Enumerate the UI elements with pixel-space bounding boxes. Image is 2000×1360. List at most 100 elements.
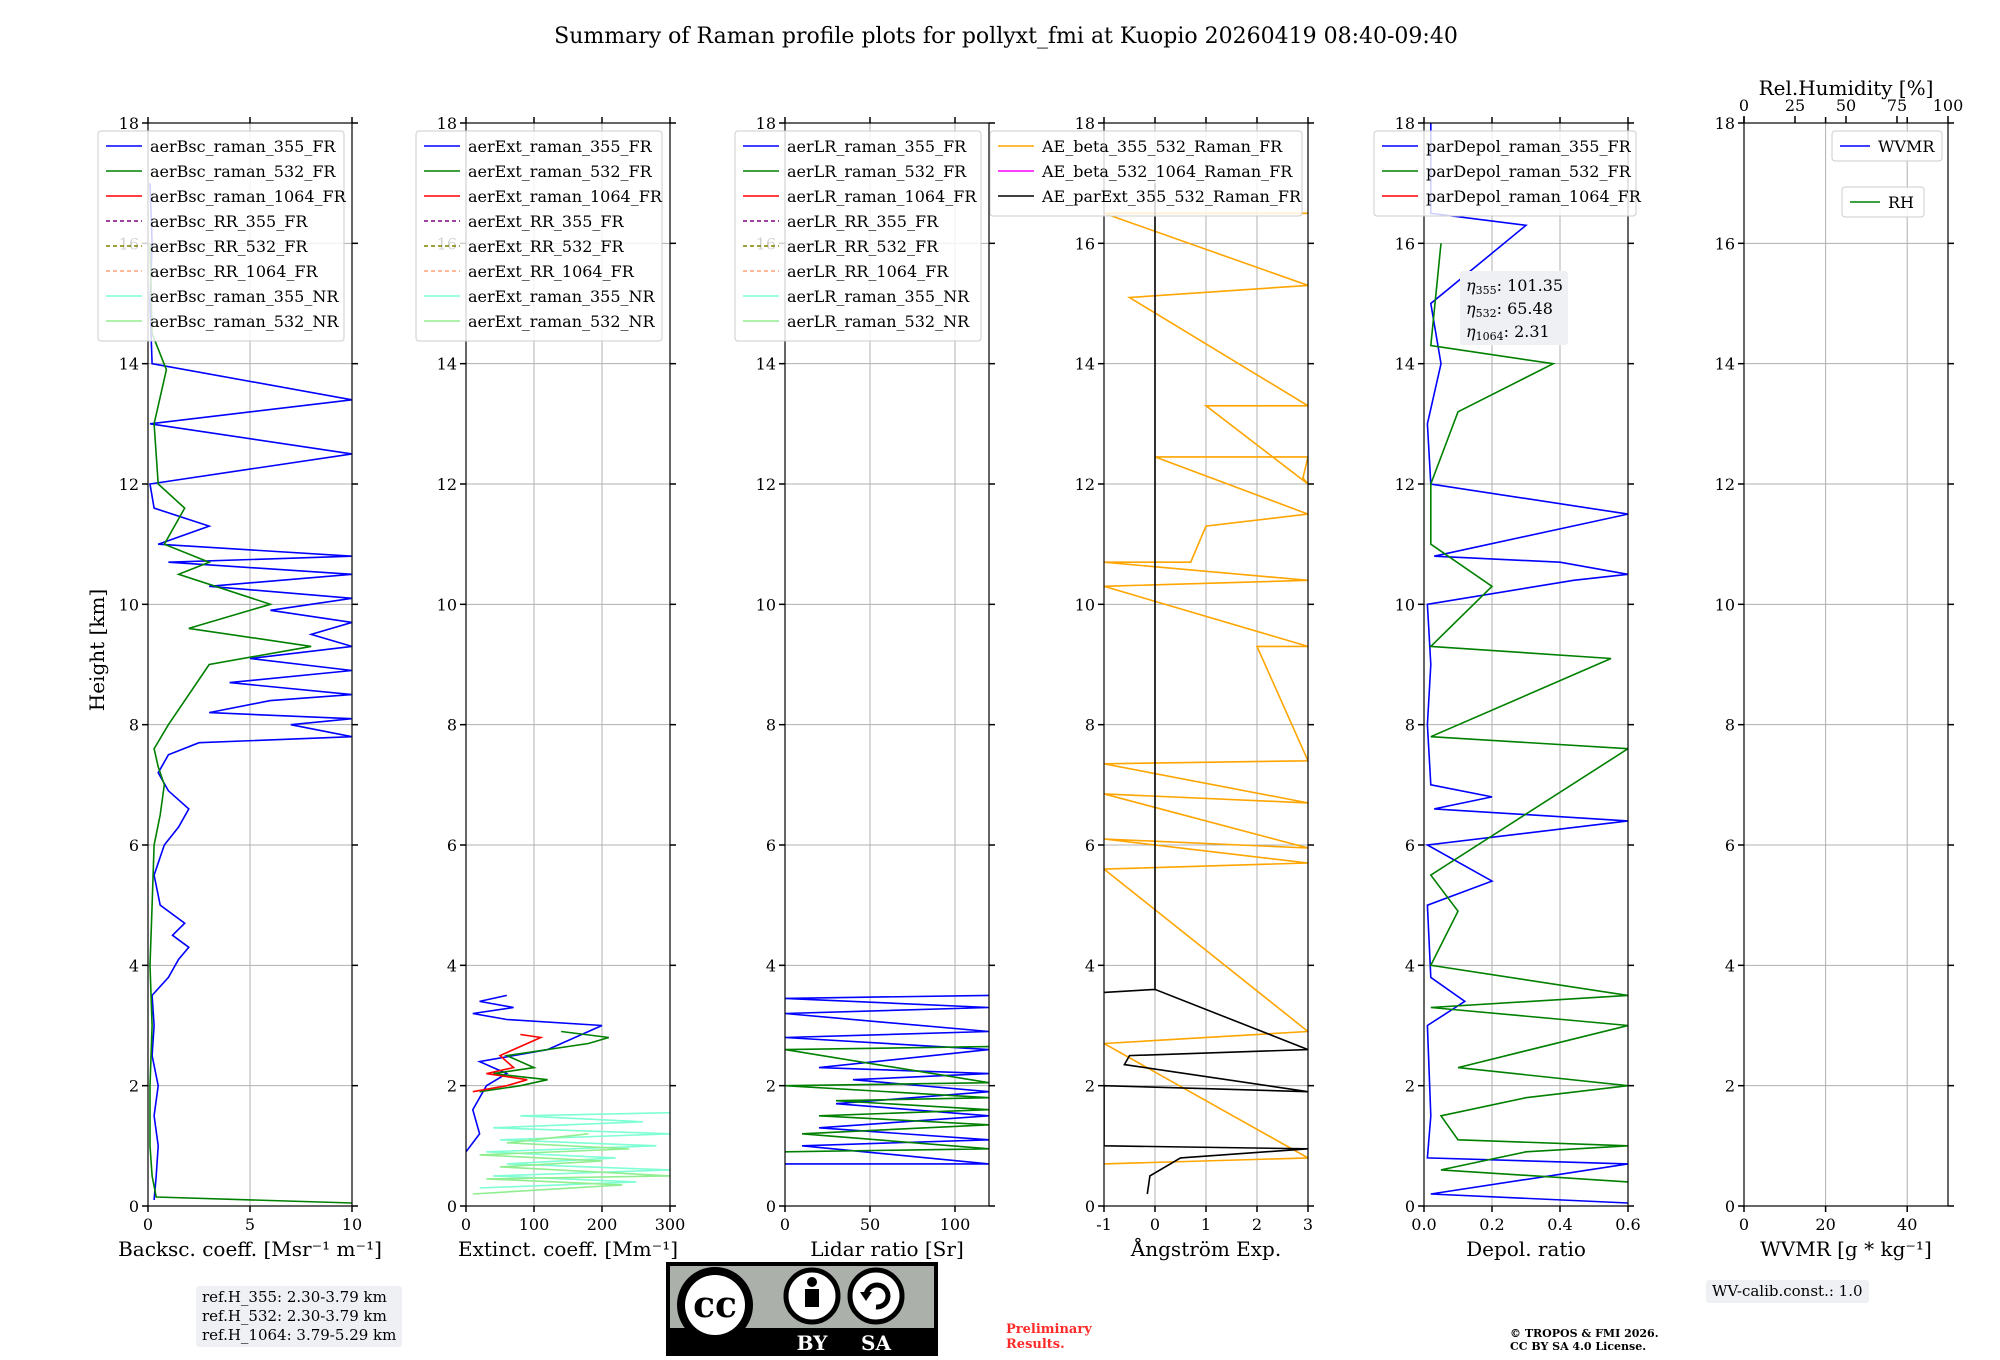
legend-label: aerLR_raman_532_NR bbox=[787, 312, 970, 331]
series-parDepol_raman_532_FR bbox=[1428, 243, 1628, 1183]
preliminary-line-1: Preliminary bbox=[1006, 1322, 1092, 1337]
x-tick-label: 50 bbox=[860, 1215, 880, 1234]
y-tick-label: 2 bbox=[1405, 1077, 1415, 1096]
y-tick-label: 18 bbox=[756, 114, 776, 133]
y-tick-label: 8 bbox=[1725, 716, 1735, 735]
legend-label: aerExt_RR_1064_FR bbox=[468, 262, 635, 281]
y-tick-label: 10 bbox=[437, 595, 457, 614]
x-tick-label: 0 bbox=[1150, 1215, 1160, 1234]
legend-label: aerBsc_RR_355_FR bbox=[150, 212, 308, 231]
x-tick-label: 10 bbox=[342, 1215, 362, 1234]
axes-frame bbox=[1743, 122, 1949, 1207]
y-tick-label: 12 bbox=[1075, 475, 1095, 494]
x-axis-label: Extinct. coeff. [Mm⁻¹] bbox=[458, 1237, 678, 1261]
y-tick-label: 0 bbox=[1405, 1197, 1415, 1216]
y-tick-label: 0 bbox=[1725, 1197, 1735, 1216]
x-tick-label: 1 bbox=[1201, 1215, 1211, 1234]
legend-label: aerLR_RR_1064_FR bbox=[787, 262, 949, 281]
legend-label: aerBsc_raman_532_NR bbox=[150, 312, 339, 331]
legend-label: WVMR bbox=[1878, 137, 1935, 156]
ref-height-532: ref.H_532: 2.30-3.79 km bbox=[202, 1307, 387, 1325]
x-tick-label: 0.4 bbox=[1547, 1215, 1572, 1234]
legend-label: aerLR_raman_355_NR bbox=[787, 287, 970, 306]
y-tick-label: 16 bbox=[1715, 234, 1735, 253]
y-tick-label: 18 bbox=[119, 114, 139, 133]
cc-license-badge: cc BY SA bbox=[666, 1262, 938, 1356]
x-tick-label: -1 bbox=[1096, 1215, 1112, 1234]
y-tick-label: 6 bbox=[1405, 836, 1415, 855]
legend-box bbox=[1841, 186, 1925, 218]
share-alike-icon bbox=[847, 1267, 905, 1325]
y-tick-label: 10 bbox=[1075, 595, 1095, 614]
legend-box bbox=[734, 130, 982, 342]
y-tick-label: 10 bbox=[1395, 595, 1415, 614]
y-tick-label: 12 bbox=[119, 475, 139, 494]
legend-label: aerLR_raman_532_FR bbox=[787, 162, 967, 181]
legend-label: aerBsc_RR_1064_FR bbox=[150, 262, 319, 281]
y-tick-label: 10 bbox=[756, 595, 776, 614]
top-x-tick-label: 75 bbox=[1887, 96, 1907, 115]
top-axis-label: Rel.Humidity [%] bbox=[1759, 76, 1934, 100]
figure-title: Summary of Raman profile plots for polly… bbox=[554, 24, 1458, 49]
legend-label: AE_beta_355_532_Raman_FR bbox=[1041, 137, 1283, 156]
x-tick-label: 300 bbox=[655, 1215, 686, 1234]
axes-frame bbox=[465, 122, 671, 1207]
x-tick-label: 0.6 bbox=[1615, 1215, 1640, 1234]
y-axis-label: Height [km] bbox=[85, 589, 109, 711]
x-tick-label: 100 bbox=[519, 1215, 550, 1234]
y-tick-label: 2 bbox=[766, 1077, 776, 1096]
legend-label: aerExt_raman_532_NR bbox=[468, 312, 656, 331]
panel-ext: 0246810121416180100200300Extinct. coeff.… bbox=[415, 114, 686, 1261]
legend-label: parDepol_raman_1064_FR bbox=[1426, 187, 1642, 206]
x-tick-label: 0 bbox=[143, 1215, 153, 1234]
y-tick-label: 6 bbox=[1085, 836, 1095, 855]
x-axis-label: Backsc. coeff. [Msr⁻¹ m⁻¹] bbox=[118, 1237, 382, 1261]
legend-label: aerLR_RR_532_FR bbox=[787, 237, 939, 256]
legend-label: aerBsc_raman_355_FR bbox=[150, 137, 336, 156]
sa-label: SA bbox=[861, 1331, 891, 1355]
y-tick-label: 2 bbox=[1085, 1077, 1095, 1096]
y-tick-label: 4 bbox=[447, 956, 457, 975]
legend-label: aerBsc_raman_355_NR bbox=[150, 287, 339, 306]
y-tick-label: 4 bbox=[766, 956, 776, 975]
y-tick-label: 18 bbox=[1715, 114, 1735, 133]
legend-box bbox=[97, 130, 345, 342]
series-aerExt_raman_532_FR bbox=[479, 1030, 610, 1093]
panel-lr: 024681012141618050100Lidar ratio [Sr]aer… bbox=[734, 114, 995, 1261]
cc-logo-text: cc bbox=[693, 1284, 737, 1326]
y-tick-label: 10 bbox=[1715, 595, 1735, 614]
series-aerBsc_raman_532_FR bbox=[149, 243, 352, 1204]
reference-heights-box: ref.H_355: 2.30-3.79 km ref.H_532: 2.30-… bbox=[196, 1286, 403, 1347]
y-tick-label: 0 bbox=[1085, 1197, 1095, 1216]
axes-frame bbox=[784, 122, 990, 1207]
legend-label: aerExt_raman_355_FR bbox=[468, 137, 653, 156]
x-axis-label: WVMR [g * kg⁻¹] bbox=[1760, 1237, 1932, 1261]
y-tick-label: 4 bbox=[129, 956, 139, 975]
legend-box bbox=[415, 130, 663, 342]
x-tick-label: 200 bbox=[587, 1215, 618, 1234]
y-tick-label: 6 bbox=[129, 836, 139, 855]
x-tick-label: 0 bbox=[461, 1215, 471, 1234]
eta-annotation-box bbox=[1460, 271, 1568, 345]
y-tick-label: 0 bbox=[129, 1197, 139, 1216]
series-aerLR_raman_355_FR bbox=[785, 994, 989, 1165]
legend-label: aerLR_raman_1064_FR bbox=[787, 187, 977, 206]
ref-height-355: ref.H_355: 2.30-3.79 km bbox=[202, 1288, 387, 1306]
x-tick-label: 20 bbox=[1815, 1215, 1835, 1234]
y-tick-label: 18 bbox=[1075, 114, 1095, 133]
series-aerBsc_raman_355_FR bbox=[149, 183, 352, 1201]
x-tick-label: 5 bbox=[245, 1215, 255, 1234]
series-aerExt_raman_355_NR bbox=[479, 1111, 670, 1189]
legend-label: aerExt_raman_1064_FR bbox=[468, 187, 663, 206]
x-tick-label: 0.2 bbox=[1479, 1215, 1504, 1234]
by-label: BY bbox=[797, 1331, 829, 1355]
y-tick-label: 14 bbox=[1395, 355, 1415, 374]
y-tick-label: 0 bbox=[447, 1197, 457, 1216]
series-AE_parExt_355_532_Raman_FR bbox=[1104, 183, 1308, 1195]
eta-annotation: η355: 101.35 bbox=[1466, 276, 1563, 297]
legend-label: aerBsc_RR_532_FR bbox=[150, 237, 308, 256]
top-x-tick-label: 25 bbox=[1785, 96, 1805, 115]
x-tick-label: 0.0 bbox=[1411, 1215, 1436, 1234]
